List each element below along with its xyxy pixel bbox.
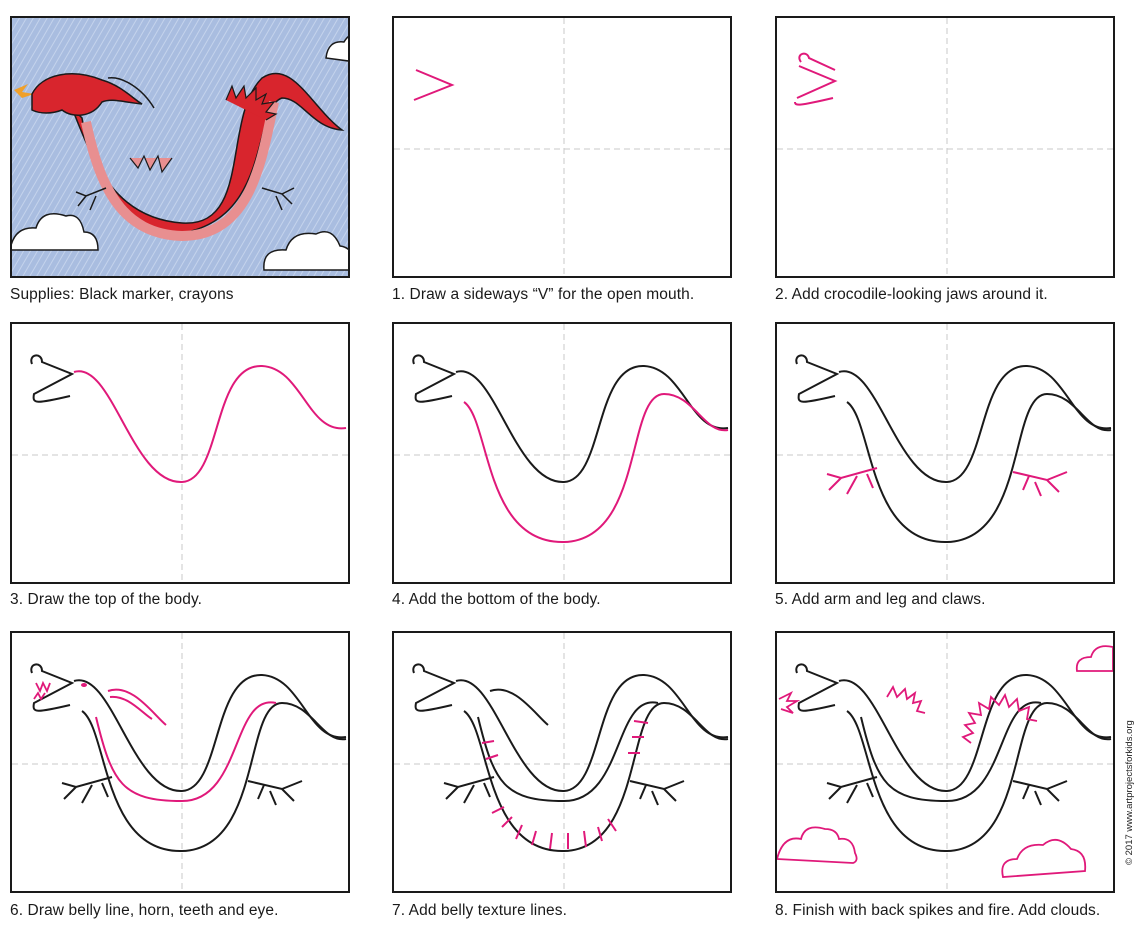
copyright-credit: © 2017 www.artprojectsforkids.org [1124,720,1135,865]
step-6-drawing [12,633,348,891]
step-5-caption: 5. Add arm and leg and claws. [775,591,986,608]
step-7-drawing [394,633,730,891]
step-0-caption: Supplies: Black marker, crayons [10,286,234,303]
step-3-drawing [12,324,348,582]
step-7-panel [392,631,732,893]
step-1-panel [392,16,732,278]
step-4-caption: 4. Add the bottom of the body. [392,591,601,608]
step-1-drawing [394,18,730,276]
step-8-caption: 8. Finish with back spikes and fire. Add… [775,902,1101,919]
step-2-drawing [777,18,1113,276]
step-5-drawing [777,324,1113,582]
step-6-panel [10,631,350,893]
step-3-panel [10,322,350,584]
step-8-panel [775,631,1115,893]
step-8-drawing [777,633,1113,891]
step-6-caption: 6. Draw belly line, horn, teeth and eye. [10,902,279,919]
step-4-drawing [394,324,730,582]
step-7-caption: 7. Add belly texture lines. [392,902,568,919]
step-4-panel [392,322,732,584]
step-3-caption: 3. Draw the top of the body. [10,591,203,608]
step-2-panel [775,16,1115,278]
finished-dragon-illustration [12,18,348,276]
step-5-panel [775,322,1115,584]
step-1-caption: 1. Draw a sideways “V” for the open mout… [392,286,695,303]
step-0-finished-drawing [10,16,350,278]
step-2-caption: 2. Add crocodile-looking jaws around it. [775,286,1048,303]
